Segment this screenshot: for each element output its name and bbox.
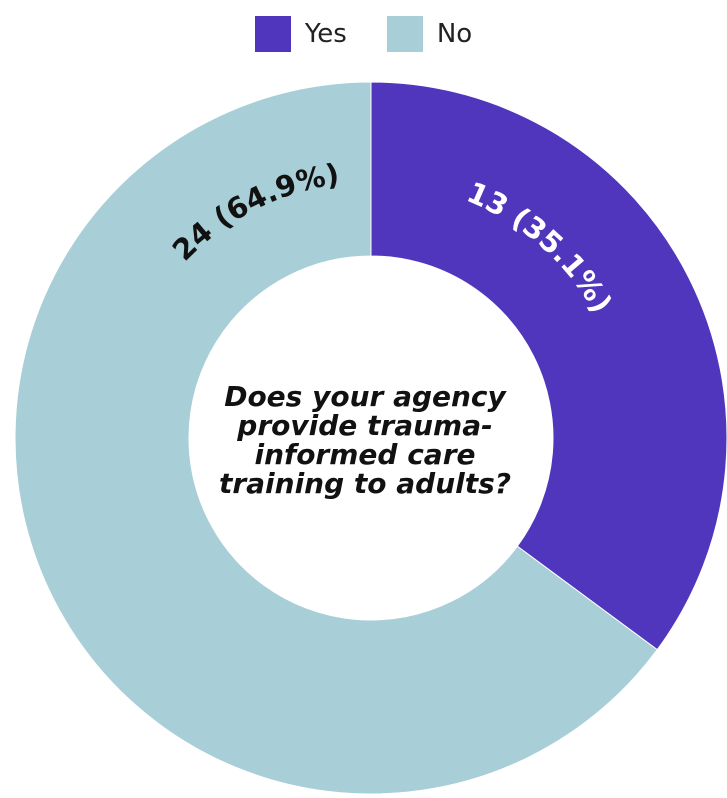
legend-label-no: No bbox=[436, 19, 473, 49]
legend-swatch-no bbox=[386, 16, 423, 52]
chart-title-text: Does your agency provide trauma-informed… bbox=[218, 380, 512, 500]
legend-label-yes: Yes bbox=[304, 19, 347, 49]
chart-title: Does your agency provide trauma-informed… bbox=[206, 340, 524, 540]
slice-yes[interactable] bbox=[370, 81, 727, 651]
legend-item-no[interactable]: No bbox=[386, 16, 473, 52]
legend: Yes No bbox=[0, 14, 727, 54]
legend-item-yes[interactable]: Yes bbox=[254, 16, 347, 52]
legend-swatch-yes bbox=[254, 16, 291, 52]
slice-no[interactable] bbox=[14, 81, 658, 795]
